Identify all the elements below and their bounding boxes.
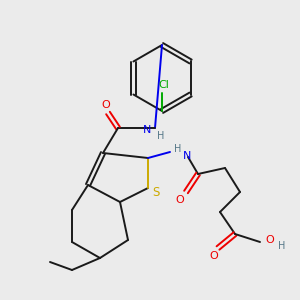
Text: H: H <box>278 241 285 251</box>
Text: O: O <box>210 251 218 261</box>
Text: N: N <box>183 151 191 161</box>
Text: O: O <box>176 195 184 205</box>
Text: H: H <box>174 144 182 154</box>
Text: O: O <box>102 100 110 110</box>
Text: Cl: Cl <box>159 80 170 90</box>
Text: O: O <box>265 235 274 245</box>
Text: N: N <box>142 125 151 135</box>
Text: S: S <box>152 185 160 199</box>
Text: H: H <box>157 131 165 141</box>
